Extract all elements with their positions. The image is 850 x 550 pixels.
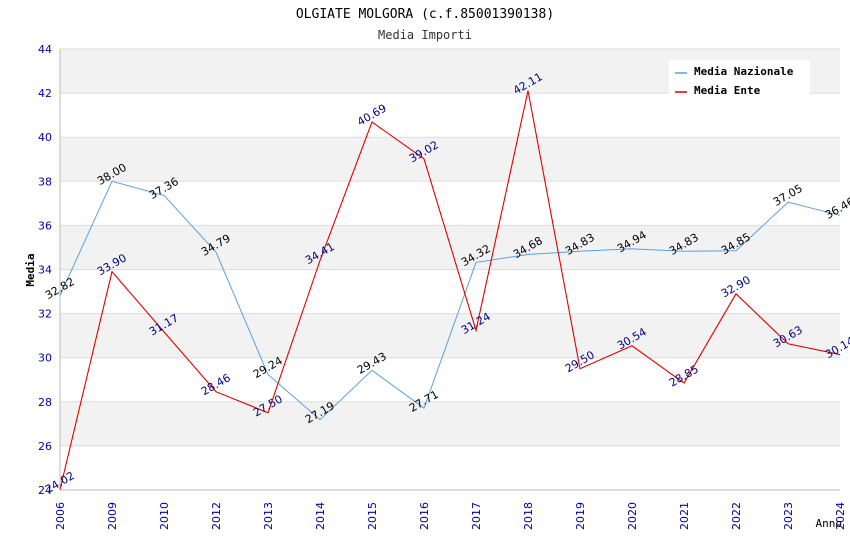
x-tick-label: 2018 [522,502,535,530]
grid-band [60,269,840,314]
axes [59,49,840,491]
legend-label-media-nazionale: Media Nazionale [694,65,794,78]
y-tick-label: 44 [38,43,52,56]
legend-label-media-ente: Media Ente [694,84,761,97]
y-tick-label: 26 [38,440,52,453]
plot-background [60,49,840,490]
x-tick-label: 2017 [470,502,483,530]
x-tick-label: 2022 [730,502,743,530]
x-tick-label: 2010 [158,502,171,530]
x-axis-label: Anno [816,517,843,530]
y-tick-label: 24 [38,484,52,497]
grid-band [60,137,840,182]
x-tick-label: 2016 [418,502,431,530]
y-tick-label: 40 [38,131,52,144]
x-tick-label: 2013 [262,502,275,530]
y-tick-label: 42 [38,87,52,100]
y-tick-label: 32 [38,308,52,321]
x-tick-label: 2023 [782,502,795,530]
grid-band [60,93,840,138]
legend: Media Nazionale Media Ente [669,60,810,98]
series-line-media-nazionale [59,180,841,421]
legend-box [669,60,810,98]
x-tick-label: 2024 [834,502,847,530]
y-tick-label: 34 [38,264,52,277]
x-tick-label: 2021 [678,502,691,530]
x-tick-label: 2009 [106,502,119,530]
grid-band [60,401,840,446]
grid-band [60,225,840,270]
grid-band [60,357,840,402]
y-tick-label: 36 [38,219,52,232]
grid-band [60,181,840,226]
chart-title: OLGIATE MOLGORA (c.f.85001390138) [296,7,554,22]
x-tick-label: 2014 [314,502,327,530]
x-tick-label: 2006 [54,502,67,530]
y-axis-label: Media [24,253,37,286]
x-tick-label: 2019 [574,502,587,530]
y-tick-label: 28 [38,396,52,409]
series-line-media-ente [59,90,841,490]
x-axis-ticks: 2006 2009 2010 2012 2013 2014 2015 2016 2017 2018… [54,502,847,530]
y-tick-label: 30 [38,352,52,365]
y-axis-ticks: 24 26 28 30 32 34 36 38 40 42 44 [38,43,52,497]
y-tick-label: 38 [38,175,52,188]
chart-subtitle: Media Importi [378,28,472,42]
grid-band [60,445,840,490]
x-tick-label: 2020 [626,502,639,530]
x-tick-label: 2015 [366,502,379,530]
series-lines [59,90,841,490]
x-tick-label: 2012 [210,502,223,530]
